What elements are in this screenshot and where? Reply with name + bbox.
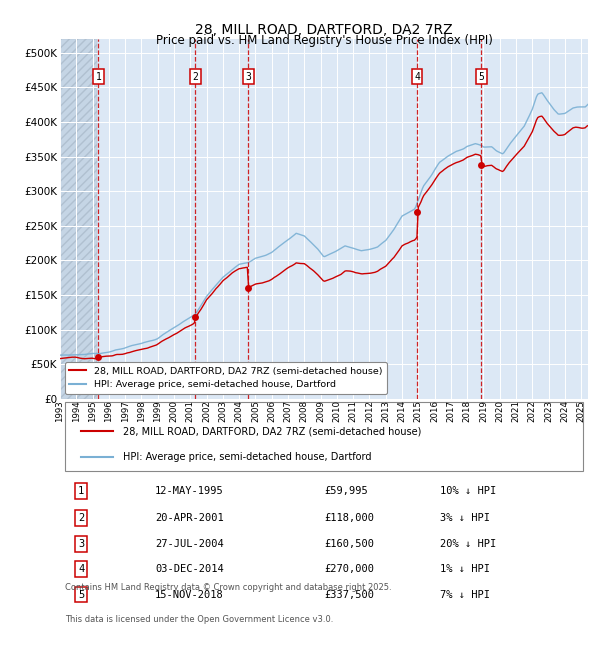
FancyBboxPatch shape xyxy=(65,402,583,471)
Text: Price paid vs. HM Land Registry's House Price Index (HPI): Price paid vs. HM Land Registry's House … xyxy=(155,34,493,47)
Legend: 28, MILL ROAD, DARTFORD, DA2 7RZ (semi-detached house), HPI: Average price, semi: 28, MILL ROAD, DARTFORD, DA2 7RZ (semi-d… xyxy=(65,362,387,394)
Text: £160,500: £160,500 xyxy=(324,539,374,549)
Text: 2: 2 xyxy=(192,72,198,82)
Text: 1: 1 xyxy=(95,72,101,82)
Text: 7% ↓ HPI: 7% ↓ HPI xyxy=(440,590,490,599)
Text: 10% ↓ HPI: 10% ↓ HPI xyxy=(440,486,496,496)
Text: 20-APR-2001: 20-APR-2001 xyxy=(155,514,224,523)
Text: £337,500: £337,500 xyxy=(324,590,374,599)
Text: 28, MILL ROAD, DARTFORD, DA2 7RZ: 28, MILL ROAD, DARTFORD, DA2 7RZ xyxy=(195,23,453,37)
Text: 3: 3 xyxy=(245,72,251,82)
Text: This data is licensed under the Open Government Licence v3.0.: This data is licensed under the Open Gov… xyxy=(65,615,334,624)
Text: 5: 5 xyxy=(78,590,84,599)
Text: 3: 3 xyxy=(78,539,84,549)
Text: £59,995: £59,995 xyxy=(324,486,368,496)
Text: Contains HM Land Registry data © Crown copyright and database right 2025.: Contains HM Land Registry data © Crown c… xyxy=(65,583,392,592)
Text: 15-NOV-2018: 15-NOV-2018 xyxy=(155,590,224,599)
Text: 3% ↓ HPI: 3% ↓ HPI xyxy=(440,514,490,523)
Text: 5: 5 xyxy=(478,72,484,82)
Bar xyxy=(60,39,97,398)
Text: HPI: Average price, semi-detached house, Dartford: HPI: Average price, semi-detached house,… xyxy=(124,452,372,461)
Text: 4: 4 xyxy=(78,564,84,574)
Text: 2: 2 xyxy=(78,514,84,523)
Text: 1: 1 xyxy=(78,486,84,496)
Text: 12-MAY-1995: 12-MAY-1995 xyxy=(155,486,224,496)
Text: 28, MILL ROAD, DARTFORD, DA2 7RZ (semi-detached house): 28, MILL ROAD, DARTFORD, DA2 7RZ (semi-d… xyxy=(124,426,422,436)
Text: 4: 4 xyxy=(414,72,420,82)
Text: £270,000: £270,000 xyxy=(324,564,374,574)
Text: 27-JUL-2004: 27-JUL-2004 xyxy=(155,539,224,549)
Text: 03-DEC-2014: 03-DEC-2014 xyxy=(155,564,224,574)
Text: £118,000: £118,000 xyxy=(324,514,374,523)
Text: 1% ↓ HPI: 1% ↓ HPI xyxy=(440,564,490,574)
Text: 20% ↓ HPI: 20% ↓ HPI xyxy=(440,539,496,549)
